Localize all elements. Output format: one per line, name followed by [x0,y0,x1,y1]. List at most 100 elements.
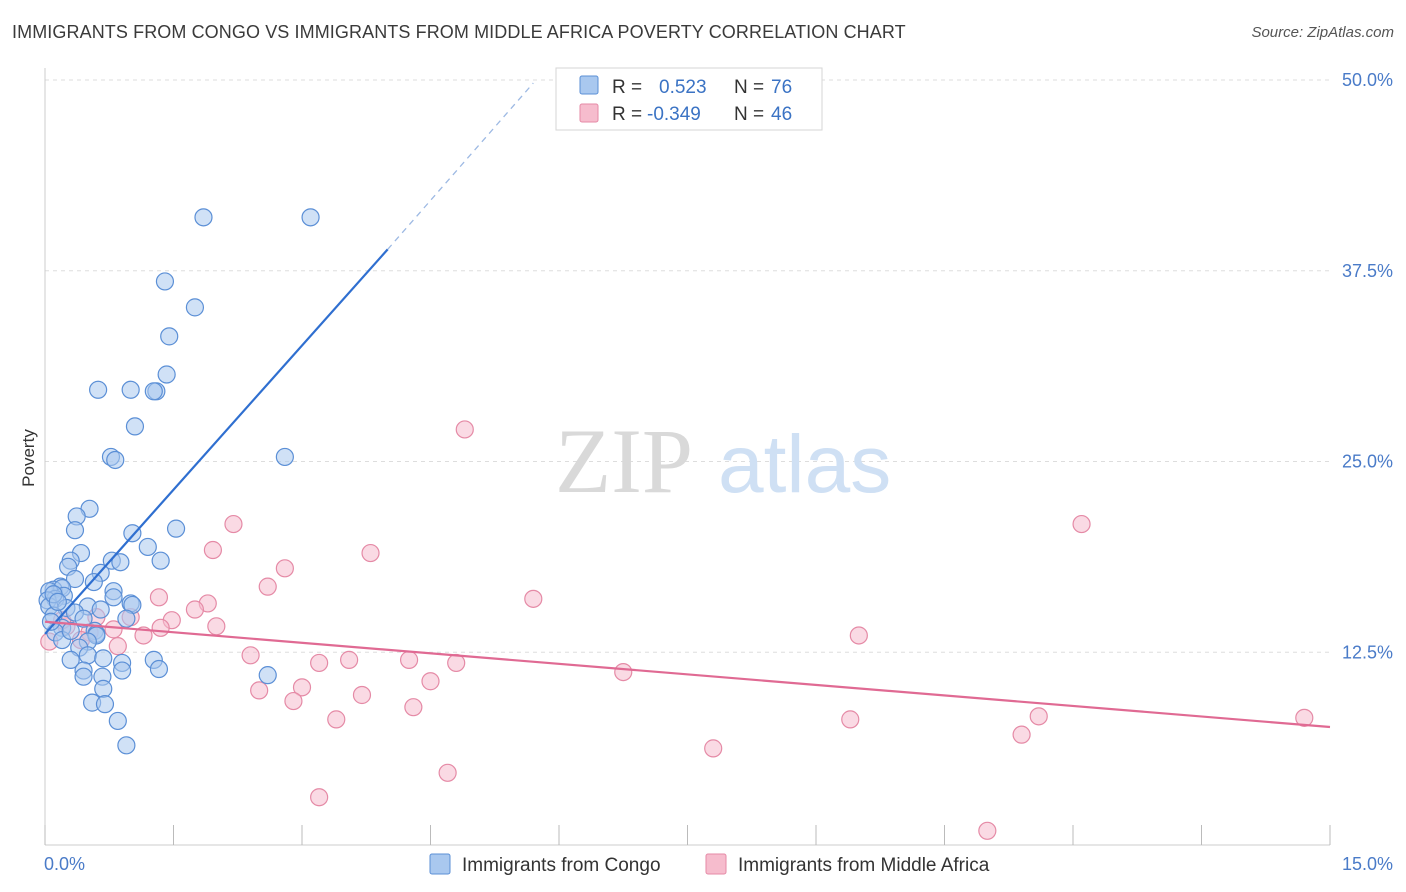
legend-swatch-congo [579,75,599,95]
data-point-middle-africa [421,672,440,691]
data-point-congo [160,327,179,346]
data-point-congo [108,711,127,731]
watermark: ZIP atlas [555,410,891,512]
data-point-middle-africa [327,710,346,729]
y-tick-label: 12.5% [1342,642,1393,662]
legend-n-label-middle-africa: N = [734,104,764,125]
data-point-congo [185,298,205,317]
series-legend: Immigrants from Congo Immigrants from Mi… [429,853,990,876]
data-point-middle-africa [241,646,260,665]
data-point-middle-africa [399,650,419,669]
data-point-congo [112,661,132,680]
data-point-middle-africa [524,589,543,608]
data-point-congo [117,609,136,628]
data-point-congo [149,659,169,679]
data-point-congo [157,365,176,384]
data-point-congo [123,524,142,543]
data-point-congo [94,649,113,668]
source-credit: Source: ZipAtlas.com [1251,24,1394,41]
legend-n-value-congo: 76 [771,77,792,98]
data-point-congo [194,208,213,227]
x-tick-labels: 0.0% 15.0% [44,854,1393,874]
data-point-middle-africa [284,691,303,711]
series-legend-label-congo: Immigrants from Congo [462,855,661,876]
data-point-middle-africa [361,543,380,563]
y-tick-label: 37.5% [1342,261,1393,281]
y-axis-label: Poverty [19,429,38,487]
data-point-middle-africa [250,681,269,700]
trend-line-congo [44,248,389,635]
trend-line-middle-africa [44,620,1331,729]
data-point-congo [61,650,80,669]
data-point-middle-africa [275,559,294,578]
data-point-middle-africa [224,514,243,534]
series-legend-swatch-middle-africa [705,853,727,875]
data-point-congo [121,380,140,399]
trend-lines [44,82,1331,729]
x-tick-label: 0.0% [44,854,85,874]
data-point-middle-africa [310,653,329,673]
x-tick-label: 15.0% [1342,854,1393,874]
series-middle-africa [40,420,1314,840]
data-point-middle-africa [978,821,997,840]
data-point-congo [106,450,125,470]
series-legend-label-middle-africa: Immigrants from Middle Africa [738,855,990,876]
data-point-congo [74,667,93,686]
data-point-middle-africa [151,618,170,637]
legend-n-label-congo: N = [734,77,764,98]
legend-r-label-congo: R = [612,77,642,98]
data-point-middle-africa [104,620,123,639]
legend-r-value-middle-africa: -0.349 [647,104,701,125]
data-point-middle-africa [704,739,723,758]
data-point-middle-africa [1029,707,1048,726]
data-point-middle-africa [841,710,860,729]
legend-n-value-middle-africa: 46 [771,104,792,125]
data-point-middle-africa [340,650,359,669]
legend-swatch-middle-africa [579,103,599,123]
data-point-middle-africa [185,600,205,619]
data-point-middle-africa [438,763,457,782]
data-point-middle-africa [1012,725,1031,744]
stats-legend-box [555,67,823,131]
series-congo [38,208,320,755]
data-point-middle-africa [292,678,312,697]
y-tick-label: 25.0% [1342,452,1393,472]
data-point-congo [61,621,80,640]
watermark-zip: ZIP [555,410,693,512]
watermark-atlas: atlas [718,419,891,510]
chart-title: IMMIGRANTS FROM CONGO VS IMMIGRANTS FROM… [12,22,906,42]
trend-line-congo-extension [387,82,534,250]
series-legend-swatch-congo [429,853,451,875]
stats-legend: R = 0.523 N = 76 R = -0.349 N = 46 [555,67,823,131]
data-point-congo [111,553,130,572]
data-point-congo [125,417,145,436]
data-point-congo [84,572,103,592]
data-point-congo [301,208,320,227]
data-point-congo [89,380,108,399]
data-point-congo [138,537,157,557]
legend-r-value-congo: 0.523 [659,77,707,98]
data-point-middle-africa [207,617,226,636]
y-tick-label: 50.0% [1342,70,1393,90]
data-point-middle-africa [258,577,277,596]
data-point-congo [78,646,97,665]
data-point-congo [65,569,85,589]
data-point-middle-africa [203,540,223,560]
axes [44,68,1331,846]
data-point-middle-africa [849,626,868,645]
data-point-middle-africa [455,420,474,439]
data-point-congo [258,666,277,685]
grid-lines [45,79,1330,653]
data-point-middle-africa [108,637,127,656]
data-point-middle-africa [352,685,372,705]
data-point-congo [91,600,110,619]
data-point-congo [155,272,175,291]
data-point-middle-africa [149,588,169,607]
data-point-congo [94,679,113,698]
data-point-middle-africa [310,788,329,807]
data-point-middle-africa [404,698,423,717]
data-point-congo [144,382,163,401]
data-point-middle-africa [1072,514,1091,534]
legend-r-label-middle-africa: R = [612,104,642,125]
